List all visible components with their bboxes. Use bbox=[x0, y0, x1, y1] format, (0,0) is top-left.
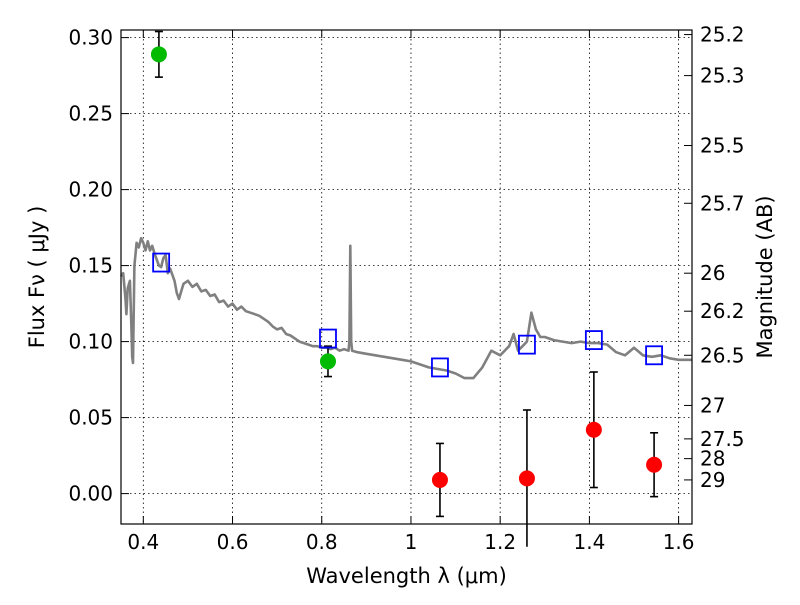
model-band-square bbox=[319, 328, 337, 349]
red-data-point bbox=[585, 421, 602, 438]
y2-tick-label: 28 bbox=[700, 447, 725, 471]
y-tick-label: 0.20 bbox=[68, 178, 113, 202]
x-tick-label: 1.6 bbox=[663, 530, 695, 554]
x-tick-label: 1.4 bbox=[573, 530, 605, 554]
model-sed bbox=[119, 236, 692, 380]
y2-tick-label: 25.2 bbox=[700, 23, 745, 47]
y2-tick-label: 27.5 bbox=[700, 427, 745, 451]
x-tick-label: 1 bbox=[405, 530, 418, 554]
y2-tick-label: 25.7 bbox=[700, 191, 745, 215]
y2-tick-label: 26.2 bbox=[700, 299, 745, 323]
green-data-point bbox=[319, 353, 336, 370]
x-tick-label: 1.2 bbox=[484, 530, 516, 554]
model-band-square bbox=[152, 252, 171, 273]
model-sed-line bbox=[119, 236, 692, 380]
y2-tick-label: 29 bbox=[700, 468, 725, 492]
y2-tick-label: 25.5 bbox=[700, 134, 745, 158]
ticks: 0.4 0.6 0.8 1 1.2 1.4 1.6 0.00 0.05 0.10 0.15 0.20 0… bbox=[68, 23, 744, 554]
y-tick-label: 0.10 bbox=[68, 330, 113, 354]
model-band-square bbox=[645, 345, 663, 366]
model-band-square bbox=[584, 330, 603, 350]
x-tick-label: 0.6 bbox=[217, 530, 249, 554]
red-data-point bbox=[431, 471, 448, 488]
y2-tick-label: 26 bbox=[700, 261, 725, 285]
y-tick-label: 0.25 bbox=[68, 102, 113, 126]
plot-frame bbox=[120, 29, 693, 525]
x-tick-label: 0.8 bbox=[306, 530, 338, 554]
y2-axis-label: Magnitude (AB) bbox=[753, 195, 777, 358]
y-tick-label: 0.30 bbox=[68, 26, 113, 50]
y2-tick-label: 26.5 bbox=[700, 343, 745, 367]
y2-tick-label: 25.3 bbox=[700, 64, 745, 88]
model-band-square bbox=[518, 334, 536, 355]
x-axis-label: Wavelength λ (μm) bbox=[306, 564, 507, 588]
green-data-point bbox=[150, 46, 167, 63]
y2-tick-label: 27 bbox=[700, 393, 725, 417]
red-data-point bbox=[518, 470, 535, 487]
markers bbox=[150, 46, 663, 488]
y-tick-label: 0.15 bbox=[68, 254, 113, 278]
y-tick-label: 0.00 bbox=[68, 482, 113, 506]
model-band-square bbox=[431, 357, 449, 378]
x-tick-label: 0.4 bbox=[127, 530, 159, 554]
grid bbox=[121, 30, 692, 524]
y-tick-label: 0.05 bbox=[68, 406, 113, 430]
red-data-point bbox=[646, 456, 663, 473]
error-bars bbox=[154, 30, 659, 547]
y-axis-label: Flux Fν ( μJy ) bbox=[25, 206, 49, 349]
